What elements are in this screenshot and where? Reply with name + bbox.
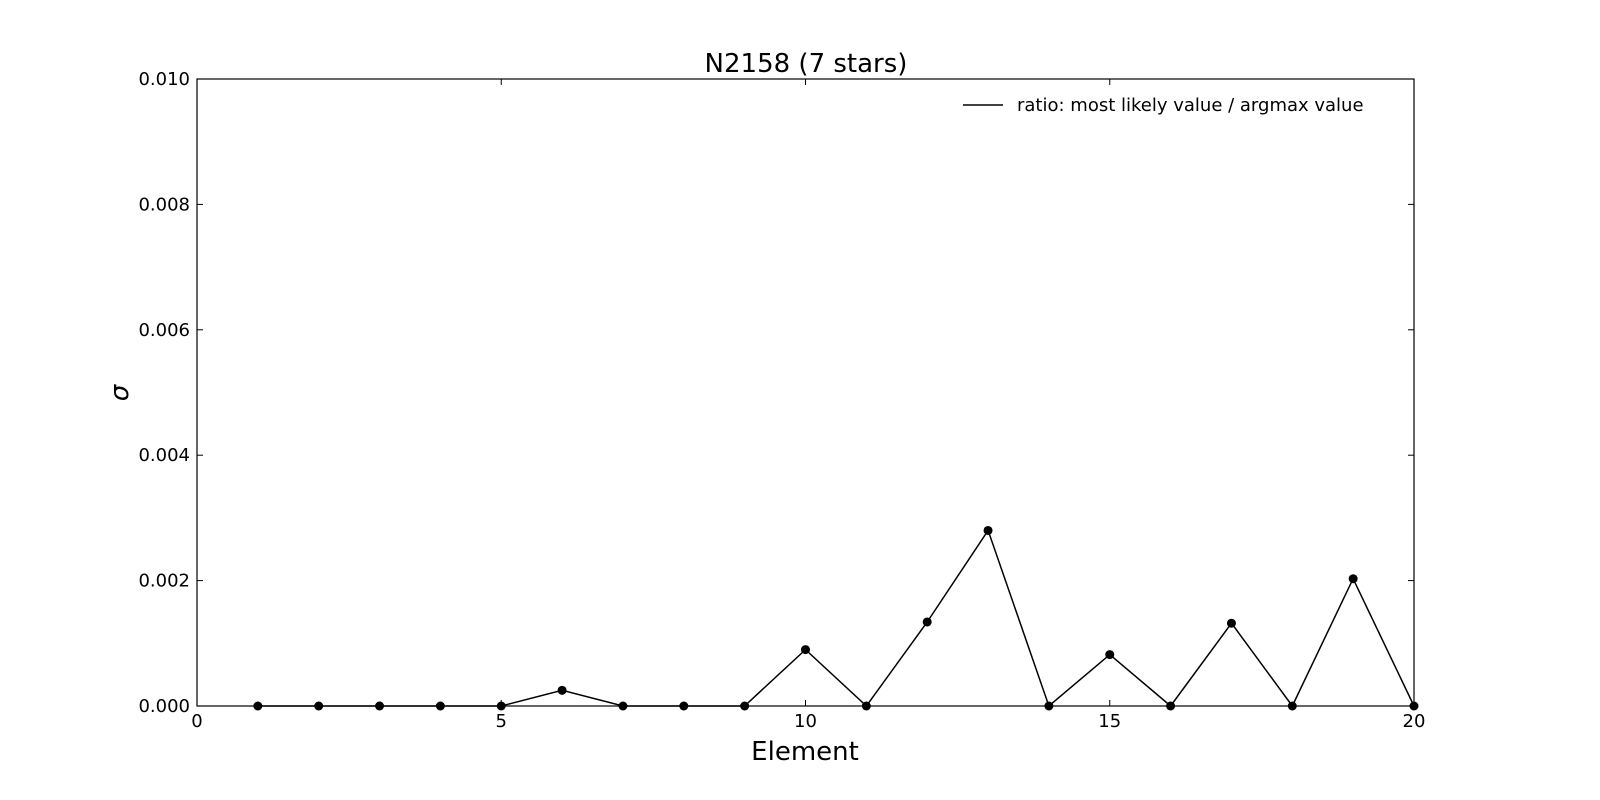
data-point [1348,574,1358,584]
data-point [1287,701,1297,711]
x-tick-label: 15 [1098,711,1121,732]
x-axis-label: Element [751,737,859,767]
y-tick-label: 0.006 [138,320,190,341]
data-point [679,701,689,711]
chart-title: N2158 (7 stars) [705,49,908,79]
y-axis-label: σ [105,383,135,401]
x-tick-label: 0 [191,711,202,732]
data-point [496,701,506,711]
x-tick-label: 5 [496,711,507,732]
data-point [740,701,750,711]
data-point [922,617,932,627]
data-point [375,701,385,711]
data-point [1105,650,1115,660]
data-point [801,645,810,655]
y-tick-label: 0.004 [138,445,190,466]
data-point [861,701,871,711]
data-point [557,685,567,695]
data-point [1166,701,1176,711]
data-point [314,701,324,711]
y-tick-label: 0.000 [138,696,190,717]
series-line [257,528,1415,708]
legend-label: ratio: most likely value / argmax value [1017,95,1364,116]
x-tick-label: 10 [794,711,817,732]
data-point [1409,701,1419,711]
data-point [1044,701,1054,711]
data-point [253,701,263,711]
x-tick-label: 20 [1403,711,1426,732]
data-point [983,525,993,535]
data-point [1226,618,1236,628]
y-tick-label: 0.010 [138,69,190,90]
legend: ratio: most likely value / argmax value [963,95,1364,116]
x-axis: 0 5 10 15 20 [191,79,1425,732]
data-point [435,701,445,711]
y-tick-label: 0.002 [138,571,190,592]
y-axis: 0.000 0.002 0.004 0.006 0.008 0.010 [138,69,1414,717]
series-markers [253,525,1419,711]
y-tick-label: 0.008 [138,194,190,215]
data-point [618,701,628,711]
plot-frame [196,78,1415,707]
